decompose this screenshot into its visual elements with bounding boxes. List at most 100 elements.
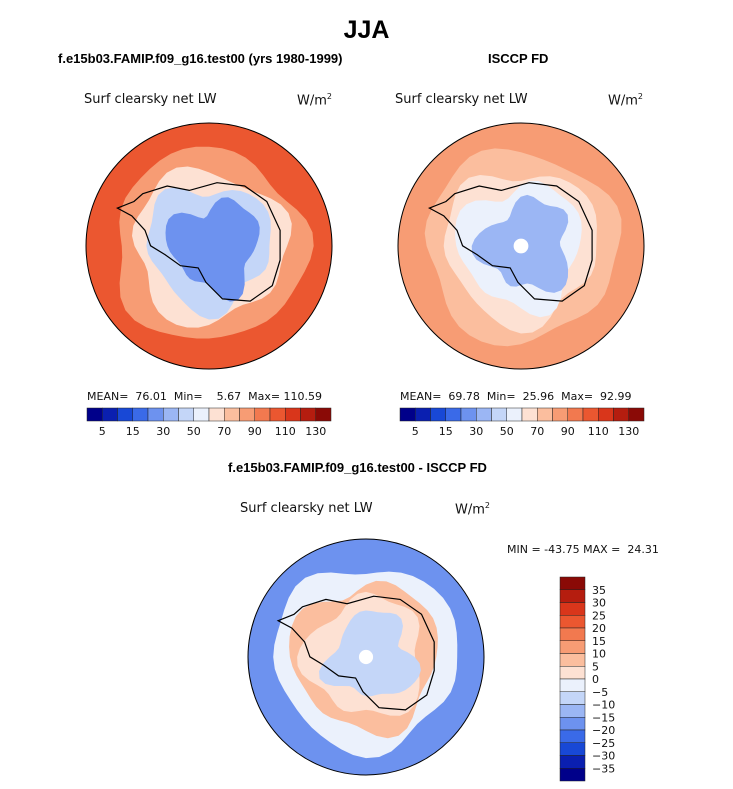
colorbar-swatch bbox=[559, 666, 586, 680]
colorbar-swatch bbox=[445, 407, 462, 422]
colorbar-tick-label: 70 bbox=[530, 425, 544, 438]
panel-1-stats: MEAN= 76.01 Min= 5.67 Max= 110.59 bbox=[87, 390, 323, 403]
colorbar-tick-label: 30 bbox=[592, 597, 606, 610]
coastline bbox=[276, 595, 435, 711]
colorbar-swatch bbox=[430, 407, 446, 422]
map-boundary bbox=[397, 122, 645, 370]
colorbar-swatch bbox=[224, 407, 240, 422]
colorbar-swatch bbox=[285, 407, 301, 422]
colorbar-swatch bbox=[178, 407, 194, 422]
panel-3-map bbox=[247, 538, 485, 776]
colorbar-swatch bbox=[559, 615, 586, 629]
colorbar-swatch bbox=[269, 407, 286, 422]
colorbar-tick-label: 110 bbox=[275, 425, 296, 438]
colorbar-swatch bbox=[559, 691, 586, 705]
colorbar-swatch bbox=[559, 653, 586, 667]
colorbar-tick-label: 25 bbox=[592, 609, 606, 622]
colorbar-swatch bbox=[147, 407, 164, 422]
colorbar-swatch bbox=[476, 407, 492, 422]
colorbar-swatch bbox=[521, 407, 538, 422]
panel-1-units: W/m2 bbox=[297, 92, 332, 109]
colorbar-tick-label: −35 bbox=[592, 762, 615, 775]
colorbar-tick-label: 5 bbox=[412, 425, 419, 438]
panel-1-title: f.e15b03.FAMIP.f09_g16.test00 (yrs 1980-… bbox=[58, 51, 343, 66]
colorbar-swatch bbox=[559, 755, 586, 769]
colorbar-swatch bbox=[132, 407, 149, 422]
colorbar-swatch bbox=[254, 407, 271, 422]
colorbar-swatch bbox=[559, 704, 586, 718]
colorbar-swatch bbox=[567, 407, 584, 422]
colorbar-swatch bbox=[559, 768, 586, 782]
panel-2-stats: MEAN= 69.78 Min= 25.96 Max= 92.99 bbox=[400, 390, 632, 403]
colorbar-swatch bbox=[117, 407, 133, 422]
coastline bbox=[427, 182, 593, 302]
colorbar-tick-label: 20 bbox=[592, 622, 606, 635]
colorbar-swatch bbox=[315, 407, 332, 422]
colorbar-tick-label: 10 bbox=[592, 648, 606, 661]
map-boundary bbox=[85, 122, 333, 370]
colorbar-tick-label: 30 bbox=[156, 425, 170, 438]
colorbar-swatch bbox=[628, 407, 645, 422]
colorbar-tick-label: 110 bbox=[588, 425, 609, 438]
coastline bbox=[115, 182, 281, 302]
colorbar-tick-label: 70 bbox=[217, 425, 231, 438]
colorbar-swatch bbox=[537, 407, 553, 422]
colorbar-tick-label: 15 bbox=[592, 635, 606, 648]
panel-3-variable-label: Surf clearsky net LW bbox=[240, 501, 373, 516]
colorbar-tick-label: 5 bbox=[99, 425, 106, 438]
panel-2-variable-label: Surf clearsky net LW bbox=[395, 92, 528, 107]
panel-3-title: f.e15b03.FAMIP.f09_g16.test00 - ISCCP FD bbox=[228, 460, 487, 475]
colorbar-swatch bbox=[559, 589, 586, 603]
panel-2-units: W/m2 bbox=[608, 92, 643, 109]
colorbar-swatch bbox=[559, 742, 586, 756]
colorbar-swatch bbox=[582, 407, 599, 422]
colorbar-tick-label: 130 bbox=[618, 425, 639, 438]
colorbar-tick-label: 35 bbox=[592, 584, 606, 597]
panel-3-stats: MIN = -43.75 MAX = 24.31 bbox=[507, 543, 659, 556]
colorbar-tick-label: −15 bbox=[592, 711, 615, 724]
colorbar-tick-label: −5 bbox=[592, 686, 608, 699]
colorbar-swatch bbox=[491, 407, 507, 422]
colorbar-swatch bbox=[559, 678, 586, 692]
colorbar-swatch bbox=[399, 407, 416, 422]
colorbar-swatch bbox=[559, 602, 586, 616]
colorbar-swatch bbox=[300, 407, 316, 422]
panel-2-colorbar: 5 15 30 50 70 90 110 130 bbox=[399, 407, 645, 438]
colorbar-tick-label: 90 bbox=[248, 425, 262, 438]
colorbar-swatch bbox=[86, 407, 103, 422]
colorbar-tick-label: 15 bbox=[439, 425, 453, 438]
panel-1-map bbox=[85, 122, 333, 370]
panel-1-colorbar: 5 15 30 50 70 90 110 130 bbox=[86, 407, 332, 438]
interior-field bbox=[165, 197, 260, 302]
colorbar-swatch bbox=[239, 407, 255, 422]
colorbar-swatch bbox=[163, 407, 179, 422]
colorbar-swatch bbox=[460, 407, 477, 422]
colorbar-tick-label: 50 bbox=[500, 425, 514, 438]
colorbar-tick-label: 15 bbox=[126, 425, 140, 438]
colorbar-swatch bbox=[559, 627, 586, 641]
colorbar-swatch bbox=[559, 576, 586, 590]
colorbar-swatch bbox=[552, 407, 568, 422]
colorbar-swatch bbox=[598, 407, 614, 422]
colorbar-tick-label: 5 bbox=[592, 660, 599, 673]
colorbar-tick-label: 130 bbox=[305, 425, 326, 438]
map-field bbox=[86, 123, 332, 369]
colorbar-tick-label: 0 bbox=[592, 673, 599, 686]
pole-hole bbox=[358, 649, 374, 665]
colorbar-tick-label: 50 bbox=[187, 425, 201, 438]
colorbar-swatch bbox=[559, 640, 586, 654]
panel-1-variable-label: Surf clearsky net LW bbox=[84, 92, 217, 107]
colorbar-tick-label: 30 bbox=[469, 425, 483, 438]
pole-hole bbox=[513, 238, 529, 254]
panel-2-title: ISCCP FD bbox=[488, 51, 549, 66]
colorbar-swatch bbox=[193, 407, 210, 422]
panel-2-map bbox=[397, 122, 645, 370]
map-boundary bbox=[247, 538, 485, 776]
colorbar-tick-label: 90 bbox=[561, 425, 575, 438]
colorbar-swatch bbox=[613, 407, 629, 422]
colorbar-swatch bbox=[559, 729, 586, 743]
colorbar-swatch bbox=[102, 407, 118, 422]
figure-title: JJA bbox=[343, 16, 390, 44]
colorbar-tick-label: −10 bbox=[592, 699, 615, 712]
